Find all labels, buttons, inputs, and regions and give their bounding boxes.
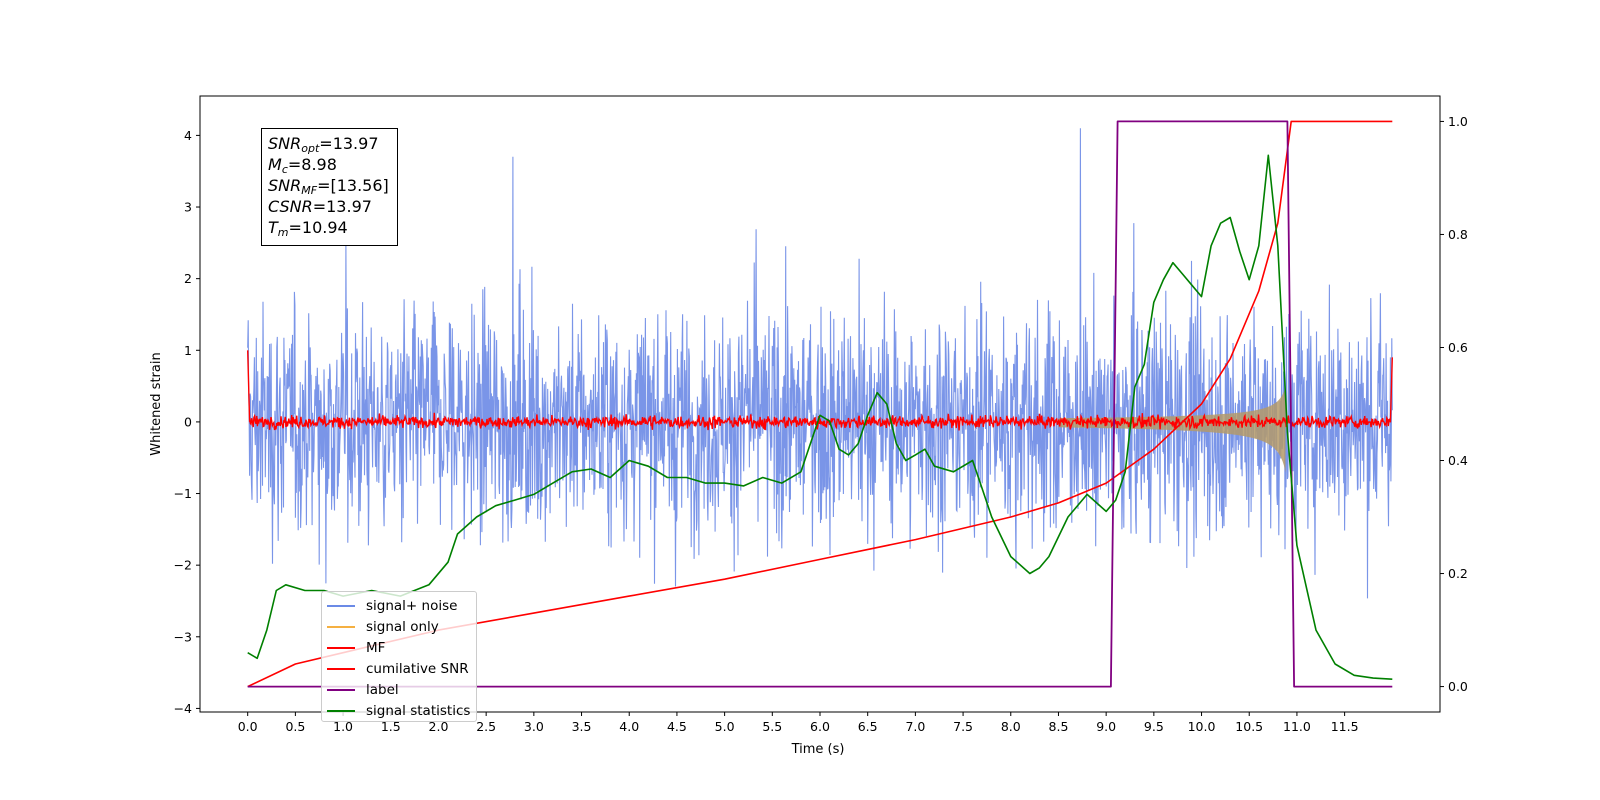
series-signal-noise bbox=[247, 128, 1393, 599]
x-tick-label: 0.0 bbox=[238, 719, 258, 734]
y2-tick-label: 0.6 bbox=[1448, 340, 1468, 355]
x-tick-label: 8.5 bbox=[1049, 719, 1069, 734]
legend-item-cumulative-snr: cumilative SNR bbox=[327, 658, 476, 679]
x-tick-label: 1.5 bbox=[381, 719, 401, 734]
x-tick-label: 7.0 bbox=[905, 719, 925, 734]
x-axis-label: Time (s) bbox=[791, 742, 845, 757]
mf-trace bbox=[247, 350, 1393, 431]
y-tick-label: −1 bbox=[174, 486, 192, 501]
y2-tick-label: 0.2 bbox=[1448, 566, 1468, 581]
legend-item-signal-only: signal only bbox=[327, 616, 476, 637]
label-line bbox=[247, 120, 1393, 688]
x-tick-label: 9.0 bbox=[1096, 719, 1116, 734]
stat-snr-opt: SNRopt=13.97 bbox=[268, 134, 379, 155]
stats-annotation-box: SNRopt=13.97 Mc=8.98 SNRMF=[13.56] CSNR=… bbox=[261, 128, 398, 246]
series-mf bbox=[247, 350, 1393, 431]
legend-item-signal-noise: signal+ noise bbox=[327, 595, 476, 616]
series-label bbox=[247, 120, 1393, 688]
y-tick-label: 4 bbox=[184, 128, 192, 143]
x-tick-label: 11.0 bbox=[1283, 719, 1311, 734]
x-tick-label: 5.0 bbox=[715, 719, 735, 734]
y2-tick-label: 0.4 bbox=[1448, 453, 1468, 468]
y-tick-label: 1 bbox=[184, 343, 192, 358]
x-tick-label: 4.0 bbox=[619, 719, 639, 734]
y-tick-label: 3 bbox=[184, 200, 192, 215]
x-tick-label: 6.5 bbox=[858, 719, 878, 734]
x-tick-label: 2.5 bbox=[476, 719, 496, 734]
stat-csnr: CSNR=13.97 bbox=[268, 197, 372, 216]
y2-tick-label: 0.8 bbox=[1448, 227, 1468, 242]
x-tick-label: 1.0 bbox=[333, 719, 353, 734]
y-tick-label: −3 bbox=[174, 629, 192, 644]
series-signal-statistics bbox=[247, 154, 1393, 680]
y-tick-label: 0 bbox=[184, 414, 192, 429]
x-tick-label: 2.0 bbox=[429, 719, 449, 734]
y-tick-label: −2 bbox=[174, 558, 192, 573]
stat-tm: Tm=10.94 bbox=[268, 218, 348, 239]
x-tick-label: 0.5 bbox=[285, 719, 305, 734]
y2-tick-label: 1.0 bbox=[1448, 114, 1468, 129]
signal-envelope bbox=[1058, 387, 1286, 473]
legend-item-label: label bbox=[327, 679, 476, 700]
noise-trace bbox=[247, 128, 1393, 599]
x-tick-label: 11.5 bbox=[1331, 719, 1359, 734]
y-tick-label: 2 bbox=[184, 271, 192, 286]
stat-chirp-mass: Mc=8.98 bbox=[268, 155, 337, 176]
y2-tick-label: 0.0 bbox=[1448, 679, 1468, 694]
y-axis-label: Whitened strain bbox=[149, 352, 164, 455]
signal-statistics-line bbox=[247, 154, 1393, 680]
legend: signal+ noise signal only MF cumilative … bbox=[321, 591, 477, 722]
x-tick-label: 10.0 bbox=[1188, 719, 1216, 734]
legend-item-signal-statistics: signal statistics bbox=[327, 700, 476, 721]
y-axis-left: 4 3 2 1 0 −1 −2 −3 −4 bbox=[174, 128, 200, 716]
stat-snr-mf: SNRMF=[13.56] bbox=[268, 176, 389, 197]
legend-item-mf: MF bbox=[327, 637, 476, 658]
series-signal-only bbox=[1058, 387, 1286, 473]
x-tick-label: 7.5 bbox=[953, 719, 973, 734]
x-tick-label: 5.5 bbox=[762, 719, 782, 734]
x-tick-label: 10.5 bbox=[1235, 719, 1263, 734]
x-tick-label: 9.5 bbox=[1144, 719, 1164, 734]
x-tick-label: 4.5 bbox=[667, 719, 687, 734]
x-tick-label: 6.0 bbox=[810, 719, 830, 734]
x-tick-label: 8.0 bbox=[1001, 719, 1021, 734]
x-axis: 0.0 0.5 1.0 1.5 2.0 2.5 3.0 3.5 4.0 4.5 5.0 5.5 6.0 6… bbox=[238, 712, 1359, 734]
x-tick-label: 3.0 bbox=[524, 719, 544, 734]
y-tick-label: −4 bbox=[174, 701, 192, 716]
y-axis-right: 1.0 0.8 0.6 0.4 0.2 0.0 bbox=[1440, 114, 1468, 694]
x-tick-label: 3.5 bbox=[572, 719, 592, 734]
